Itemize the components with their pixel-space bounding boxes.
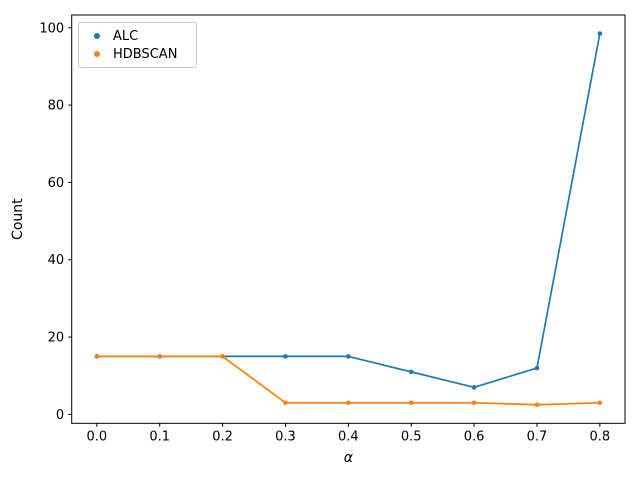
hdbscan-line [95,355,601,406]
hdbscan-marker [283,400,288,406]
hdbscan-marker-icon [94,51,100,57]
legend-item-hdbscan: HDBSCAN [79,48,196,61]
hdbscan-marker [408,400,414,406]
x-axis-label: α [344,450,354,466]
legend-item-alc: ALC [79,30,196,43]
alc-marker [283,354,288,359]
x-tick-label: 0.1 [149,429,170,444]
y-tick-label: 80 [48,99,65,114]
y-tick-label: 20 [48,331,65,346]
alc-marker [346,354,351,359]
hdbscan-marker [597,400,603,406]
y-tick-label: 60 [48,176,65,191]
legend-label-hdbscan: HDBSCAN [113,46,178,62]
alc-line [95,32,601,389]
alc-marker [471,385,477,390]
x-tick-label: 0.2 [212,429,233,444]
x-tick-label: 0.8 [590,429,611,444]
legend-label-alc: ALC [113,28,139,44]
hdbscan-marker [157,354,163,359]
alc-marker [597,31,603,36]
x-tick-label: 0.0 [87,429,108,444]
alc-marker-icon [94,33,100,39]
hdbscan-marker [534,402,540,408]
x-tick-label: 0.4 [338,429,359,444]
alc-marker [408,369,414,375]
y-tick-label: 40 [48,253,65,268]
x-tick-label: 0.7 [527,429,548,444]
hdbscan-marker [471,400,477,406]
alc-marker [534,365,540,371]
axes-frame [71,14,626,424]
hdbscan-marker [94,354,100,359]
y-tick-label: 0 [56,408,64,423]
y-axis-label: Count [10,198,26,240]
hdbscan-marker [346,400,351,406]
legend: ALC HDBSCAN [78,22,197,68]
hdbscan-marker [220,354,225,359]
x-tick-label: 0.6 [464,429,485,444]
x-tick-label: 0.3 [275,429,296,444]
x-tick-label: 0.5 [401,429,422,444]
y-tick-label: 100 [39,21,64,36]
